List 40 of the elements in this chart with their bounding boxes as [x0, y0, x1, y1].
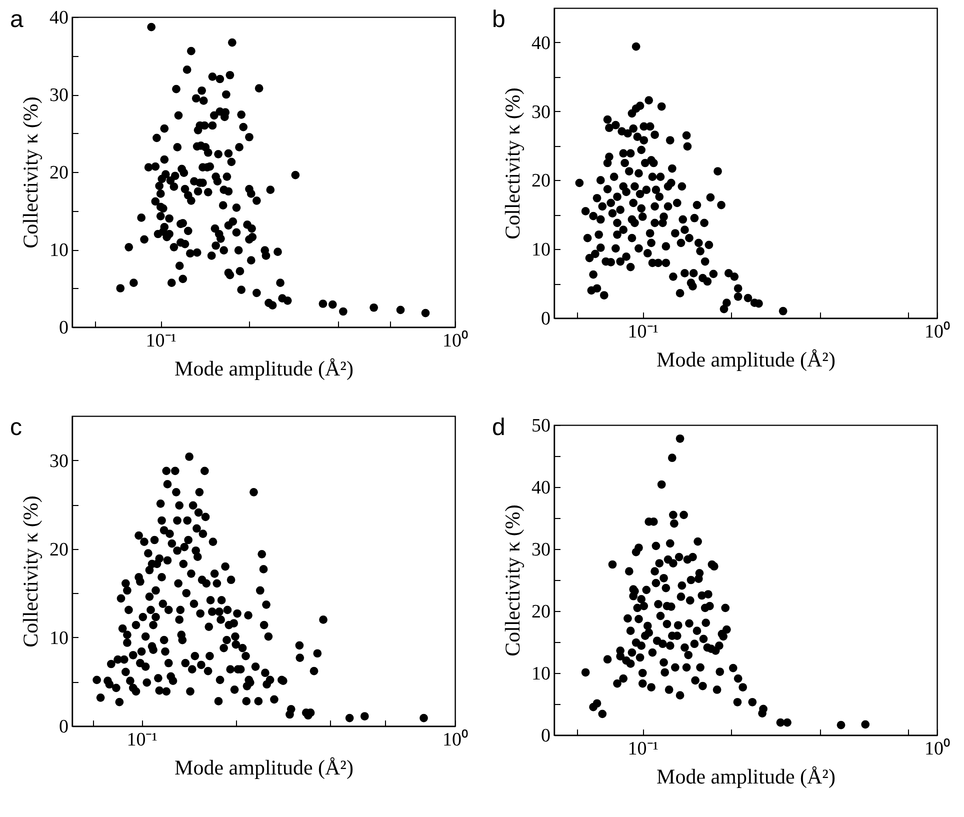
chart-title: a	[10, 6, 24, 33]
x-tick-label: 10⁰	[442, 728, 468, 750]
y-tick-label: 30	[50, 450, 68, 472]
y-tick-label: 0	[59, 716, 68, 738]
y-tick-label: 40	[50, 8, 68, 28]
y-tick-label: 20	[532, 170, 550, 192]
chart-title: b	[492, 6, 506, 33]
y-axis-title: Collectivity κ (%)	[500, 504, 524, 656]
y-tick-label: 0	[59, 318, 68, 338]
y-tick-label: 20	[50, 539, 68, 560]
y-tick-label: 50	[532, 416, 550, 436]
y-axis-title: Collectivity κ (%)	[18, 96, 42, 248]
chart-title: d	[492, 414, 506, 441]
y-tick-label: 40	[532, 32, 550, 54]
x-tick-label: 10⁰	[924, 320, 950, 342]
x-tick-label: 10⁻¹	[146, 330, 177, 352]
y-tick-label: 10	[50, 628, 68, 649]
y-tick-label: 20	[532, 602, 550, 622]
y-tick-label: 10	[50, 240, 68, 261]
y-tick-label: 30	[532, 102, 550, 123]
y-axis-title: Collectivity κ (%)	[500, 88, 524, 240]
y-tick-label: 40	[532, 478, 550, 498]
y-tick-label: 20	[50, 162, 68, 184]
y-tick-label: 30	[50, 85, 68, 106]
x-axis-title: Mode amplitude (Å²)	[174, 356, 354, 380]
y-axis-title: Collectivity κ (%)	[18, 496, 42, 648]
x-axis-title: Mode amplitude (Å²)	[656, 348, 836, 372]
y-tick-label: 10	[532, 240, 550, 261]
y-tick-label: 0	[541, 726, 550, 746]
x-tick-label: 10⁻¹	[628, 322, 659, 342]
y-tick-label: 30	[532, 540, 550, 560]
chart-title: c	[10, 414, 22, 441]
x-tick-label: 10⁻¹	[126, 730, 158, 750]
y-tick-label: 10	[532, 664, 550, 684]
x-axis-title: Mode amplitude (Å²)	[656, 764, 836, 788]
x-tick-label: 10⁰	[924, 738, 950, 760]
x-tick-label: 10⁻¹	[628, 738, 659, 760]
x-axis-title: Mode amplitude (Å²)	[174, 756, 354, 780]
y-tick-label: 0	[541, 308, 550, 330]
x-tick-label: 10⁰	[442, 330, 468, 352]
